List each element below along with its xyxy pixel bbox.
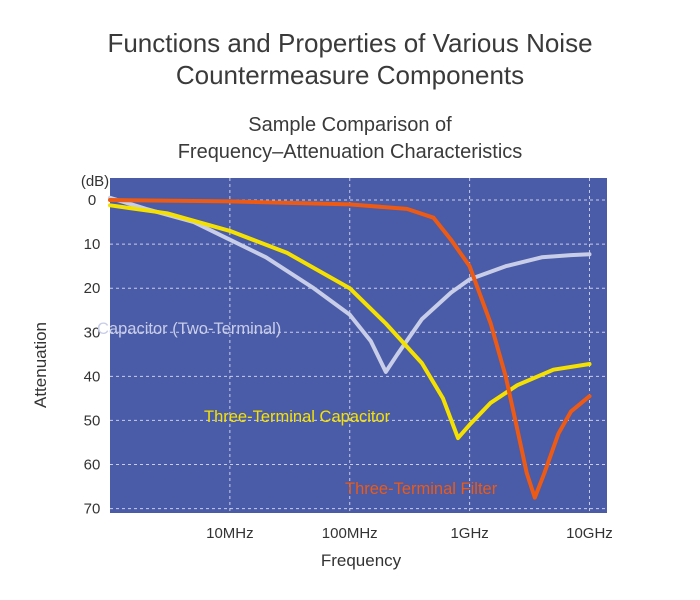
x-tick-label: 1GHz — [450, 525, 488, 542]
y-tick-label: 50 — [84, 412, 101, 429]
y-tick-label: 10 — [84, 236, 101, 253]
chart-title-line-2: Frequency–Attenuation Characteristics — [177, 141, 523, 163]
page-title-line-1: Functions and Properties of Various Nois… — [107, 28, 593, 58]
chart-title-line-1: Sample Comparison of — [248, 114, 452, 136]
y-axis-ticks: 0 10 20 30 40 50 60 70 — [84, 192, 101, 518]
x-axis-label: Frequency — [321, 551, 402, 570]
y-tick-label: 30 — [84, 324, 101, 341]
y-tick-label: 20 — [84, 280, 101, 297]
x-tick-label: 10MHz — [206, 525, 254, 542]
page-title-line-2: Countermeasure Components — [175, 60, 525, 90]
series-label-three-terminal-capacitor: Three-Terminal Capacitor — [204, 408, 391, 426]
series-lines — [108, 195, 592, 500]
x-axis-ticks: 10MHz 100MHz 1GHz 10GHz — [206, 525, 613, 542]
plot-area — [110, 178, 607, 513]
x-tick-label: 10GHz — [566, 525, 613, 542]
chart-title: Sample Comparison of Frequency–Attenuati… — [0, 112, 700, 166]
y-tick-label: 70 — [84, 501, 101, 518]
series-line-capacitor-two-terminal — [108, 195, 592, 374]
x-tick-label: 100MHz — [322, 525, 378, 542]
series-line-three-terminal-capacitor — [108, 203, 592, 441]
page-title: Functions and Properties of Various Nois… — [0, 27, 700, 91]
y-axis-unit: (dB) — [81, 173, 109, 190]
y-tick-label: 60 — [84, 457, 101, 474]
series-label-three-terminal-filter: Three-Terminal Filter — [345, 480, 498, 498]
series-line-three-terminal-filter — [108, 198, 592, 500]
y-axis-label: Attenuation — [31, 322, 50, 408]
series-label-capacitor-two-terminal: Capacitor (Two-Terminal) — [97, 320, 281, 338]
y-tick-label: 0 — [88, 192, 96, 209]
y-tick-label: 40 — [84, 368, 101, 385]
